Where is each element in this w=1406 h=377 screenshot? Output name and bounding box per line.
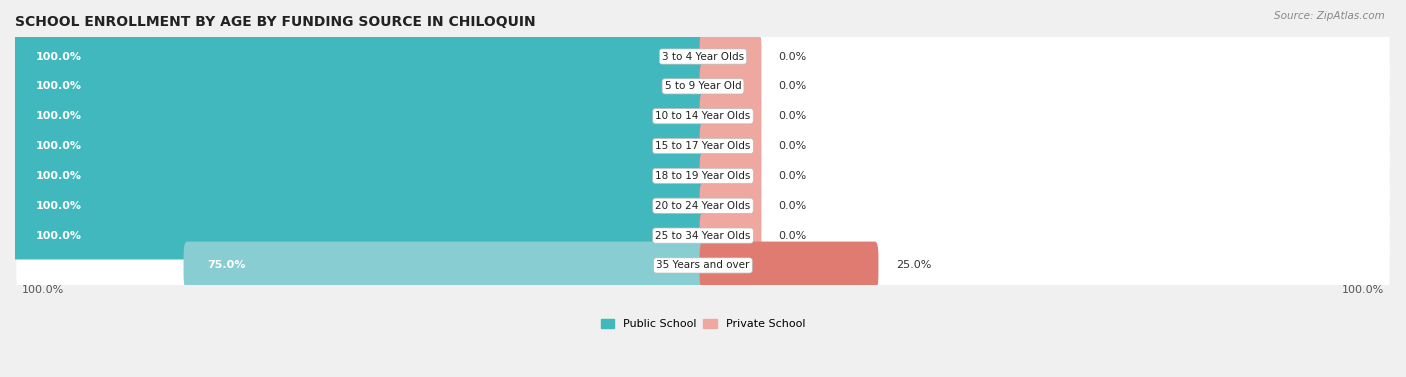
FancyBboxPatch shape xyxy=(17,80,1389,152)
FancyBboxPatch shape xyxy=(17,170,1389,242)
Text: 0.0%: 0.0% xyxy=(779,81,807,91)
FancyBboxPatch shape xyxy=(11,182,706,230)
Text: 75.0%: 75.0% xyxy=(208,261,246,270)
FancyBboxPatch shape xyxy=(184,242,706,289)
FancyBboxPatch shape xyxy=(17,140,1389,212)
Text: 100.0%: 100.0% xyxy=(35,111,82,121)
Text: 0.0%: 0.0% xyxy=(779,171,807,181)
Text: 100.0%: 100.0% xyxy=(35,231,82,241)
FancyBboxPatch shape xyxy=(700,182,762,230)
Text: 20 to 24 Year Olds: 20 to 24 Year Olds xyxy=(655,201,751,211)
Text: 100.0%: 100.0% xyxy=(35,201,82,211)
Text: 3 to 4 Year Olds: 3 to 4 Year Olds xyxy=(662,52,744,61)
FancyBboxPatch shape xyxy=(17,199,1389,272)
Legend: Public School, Private School: Public School, Private School xyxy=(596,314,810,334)
Text: 100.0%: 100.0% xyxy=(35,81,82,91)
FancyBboxPatch shape xyxy=(700,63,762,110)
Text: 0.0%: 0.0% xyxy=(779,141,807,151)
FancyBboxPatch shape xyxy=(17,50,1389,123)
Text: 5 to 9 Year Old: 5 to 9 Year Old xyxy=(665,81,741,91)
FancyBboxPatch shape xyxy=(700,242,879,289)
FancyBboxPatch shape xyxy=(11,212,706,259)
FancyBboxPatch shape xyxy=(11,63,706,110)
Text: 25 to 34 Year Olds: 25 to 34 Year Olds xyxy=(655,231,751,241)
FancyBboxPatch shape xyxy=(11,122,706,170)
Text: 0.0%: 0.0% xyxy=(779,231,807,241)
FancyBboxPatch shape xyxy=(700,122,762,170)
FancyBboxPatch shape xyxy=(17,110,1389,182)
Text: 35 Years and over: 35 Years and over xyxy=(657,261,749,270)
Text: 100.0%: 100.0% xyxy=(1341,285,1384,295)
Text: 25.0%: 25.0% xyxy=(896,261,931,270)
Text: 100.0%: 100.0% xyxy=(35,171,82,181)
Text: 0.0%: 0.0% xyxy=(779,111,807,121)
FancyBboxPatch shape xyxy=(11,152,706,200)
FancyBboxPatch shape xyxy=(700,33,762,80)
FancyBboxPatch shape xyxy=(700,212,762,259)
Text: 0.0%: 0.0% xyxy=(779,201,807,211)
Text: 10 to 14 Year Olds: 10 to 14 Year Olds xyxy=(655,111,751,121)
Text: 18 to 19 Year Olds: 18 to 19 Year Olds xyxy=(655,171,751,181)
Text: 15 to 17 Year Olds: 15 to 17 Year Olds xyxy=(655,141,751,151)
Text: 100.0%: 100.0% xyxy=(35,52,82,61)
FancyBboxPatch shape xyxy=(11,92,706,140)
Text: SCHOOL ENROLLMENT BY AGE BY FUNDING SOURCE IN CHILOQUIN: SCHOOL ENROLLMENT BY AGE BY FUNDING SOUR… xyxy=(15,15,536,29)
FancyBboxPatch shape xyxy=(700,152,762,200)
Text: 0.0%: 0.0% xyxy=(779,52,807,61)
FancyBboxPatch shape xyxy=(17,229,1389,302)
FancyBboxPatch shape xyxy=(11,33,706,80)
Text: 100.0%: 100.0% xyxy=(22,285,65,295)
FancyBboxPatch shape xyxy=(700,92,762,140)
FancyBboxPatch shape xyxy=(17,20,1389,93)
Text: 100.0%: 100.0% xyxy=(35,141,82,151)
Text: Source: ZipAtlas.com: Source: ZipAtlas.com xyxy=(1274,11,1385,21)
